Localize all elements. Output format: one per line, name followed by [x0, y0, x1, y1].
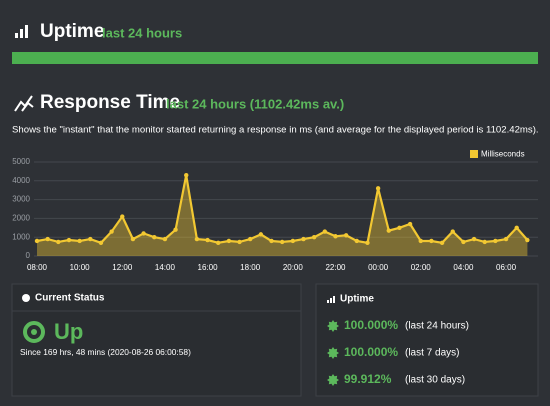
- data-point: [397, 225, 402, 230]
- data-point: [184, 172, 189, 178]
- status-panel: [11, 283, 302, 397]
- uptime-title: Uptime: [40, 21, 104, 42]
- x-tick-label: 08:00: [27, 263, 48, 272]
- data-point: [525, 237, 530, 243]
- data-point: [482, 239, 487, 245]
- uptime-rows: 100.000% (last 24 hours) 100.000% (last 7 d…: [327, 318, 469, 386]
- x-tick-label: 10:00: [70, 263, 91, 272]
- data-point: [77, 238, 82, 244]
- data-point: [311, 235, 317, 240]
- status-icon: [23, 321, 45, 343]
- data-point: [450, 229, 455, 234]
- uptime-panel-title: Uptime: [340, 294, 374, 305]
- uptime-period: (last 24 hours): [405, 321, 469, 332]
- uptime-bar: [12, 52, 538, 64]
- data-point: [141, 231, 146, 236]
- data-point: [45, 236, 50, 242]
- data-point: [407, 221, 413, 227]
- y-tick-label: 2000: [12, 214, 30, 223]
- x-tick-label: 02:00: [411, 263, 432, 272]
- uptime-value: 100.000%: [344, 345, 398, 359]
- data-point: [66, 237, 72, 243]
- x-tick-label: 18:00: [240, 263, 261, 272]
- data-point: [237, 239, 242, 245]
- data-point: [279, 239, 285, 245]
- data-point: [269, 238, 274, 244]
- data-point: [56, 239, 61, 245]
- uptime-value: 100.000%: [344, 318, 398, 332]
- y-tick-label: 5000: [12, 157, 30, 166]
- x-tick-label: 20:00: [283, 263, 304, 272]
- uptime-panel-icon: [327, 296, 335, 303]
- response-chart: 0 1000 2000 3000 4000 5000 08:00 10:00 12:00 14:0…: [12, 150, 538, 272]
- data-point: [343, 233, 349, 238]
- data-point: [375, 186, 381, 191]
- data-point: [439, 240, 445, 246]
- data-point: [34, 238, 40, 244]
- data-point: [162, 236, 168, 242]
- y-tick-label: 1000: [12, 232, 30, 241]
- data-point: [322, 229, 328, 234]
- x-tick-label: 22:00: [325, 263, 346, 272]
- status-title: Current Status: [35, 293, 105, 304]
- legend-label: Milliseconds: [481, 150, 525, 159]
- status-header-icon: [22, 294, 30, 302]
- y-tick-label: 3000: [12, 195, 30, 204]
- uptime-badge: [327, 320, 339, 332]
- data-point: [258, 232, 264, 237]
- uptime-icon: [15, 25, 28, 38]
- x-tick-label: 12:00: [112, 263, 133, 272]
- uptime-period: last 24 hours: [102, 25, 182, 40]
- data-point: [365, 240, 370, 246]
- x-tick-label: 16:00: [198, 263, 219, 272]
- data-point: [88, 236, 93, 242]
- uptime-panel: [315, 283, 539, 397]
- data-point: [514, 225, 519, 230]
- response-period: last 24 hours (1102.42ms av.): [166, 96, 344, 111]
- data-point: [429, 238, 434, 244]
- data-point: [471, 236, 477, 242]
- status-since: Since 169 hrs, 48 mins (2020-08-26 06:00…: [20, 347, 191, 357]
- y-tick-label: 4000: [12, 176, 30, 185]
- x-tick-label: 06:00: [496, 263, 517, 272]
- data-point: [301, 236, 306, 242]
- uptime-period: (last 30 days): [405, 375, 465, 386]
- uptime-period: (last 7 days): [405, 348, 459, 359]
- uptime-badge: [327, 374, 339, 386]
- data-point: [386, 228, 391, 233]
- legend-swatch: [470, 150, 478, 158]
- x-tick-label: 04:00: [453, 263, 474, 272]
- x-tick-label: 14:00: [155, 263, 176, 272]
- data-point: [503, 236, 509, 242]
- response-icon: [14, 95, 34, 112]
- data-point: [194, 236, 200, 242]
- data-point: [109, 229, 114, 234]
- data-point: [152, 235, 157, 240]
- data-point: [173, 227, 178, 232]
- data-point: [290, 238, 296, 244]
- data-point: [226, 238, 232, 244]
- status-value: Up: [54, 319, 83, 344]
- area: [37, 175, 528, 256]
- data-point: [205, 237, 210, 243]
- response-description: Shows the "instant" that the monitor sta…: [12, 125, 539, 136]
- data-point: [216, 240, 221, 246]
- data-point: [98, 240, 104, 246]
- data-point: [354, 238, 359, 244]
- data-point: [130, 236, 136, 242]
- data-point: [120, 214, 125, 219]
- data-point: [333, 234, 338, 239]
- status-icon-dot: [31, 329, 37, 335]
- uptime-value: 99.912%: [344, 372, 392, 386]
- data-point: [418, 238, 423, 244]
- y-tick-label: 0: [26, 251, 31, 260]
- data-point: [461, 239, 466, 245]
- data-point: [248, 236, 253, 242]
- uptime-badge: [327, 347, 339, 359]
- response-title: Response Time: [40, 92, 180, 113]
- x-tick-label: 00:00: [368, 263, 389, 272]
- data-point: [493, 238, 498, 244]
